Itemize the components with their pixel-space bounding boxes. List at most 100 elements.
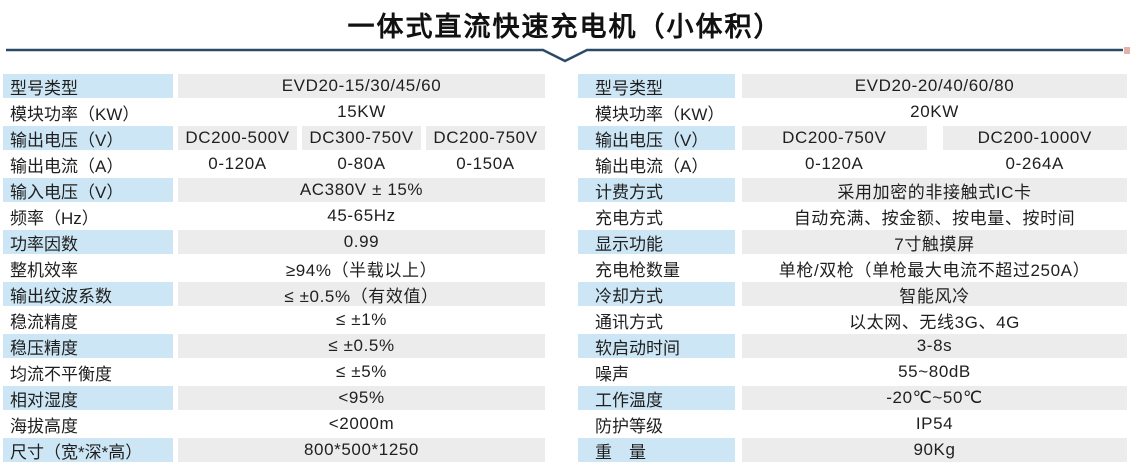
- spec-label: 海拔高度: [10, 416, 78, 436]
- spec-value: AC380V ± 15%: [178, 178, 545, 202]
- table-row: 输出电流（A） 0-120A 0-80A 0-150A: [3, 152, 545, 176]
- table-row: 冷却方式 智能风冷: [578, 282, 1127, 306]
- table-row: 输出电压（V） DC200-750V DC200-1000V: [578, 126, 1127, 150]
- table-row: 输入电压（V） AC380V ± 15%: [3, 178, 545, 202]
- table-row: 模块功率（KW） 20KW: [578, 100, 1127, 124]
- spec-label: 输出电流（A）: [595, 156, 709, 176]
- spec-value: 45-65Hz: [327, 206, 396, 225]
- table-row: 海拔高度 <2000m: [3, 412, 545, 436]
- spec-label: 输入电压（V）: [3, 178, 173, 202]
- spec-value: -20℃~50℃: [742, 386, 1127, 410]
- spec-label: 整机效率: [10, 260, 78, 280]
- spec-label: 输出电流（A）: [10, 156, 124, 176]
- spec-value: 0-80A: [337, 154, 386, 173]
- table-row: 频率（Hz） 45-65Hz: [3, 204, 545, 228]
- spec-value: 800*500*1250: [178, 438, 545, 462]
- spec-value: 0-120A: [805, 154, 864, 173]
- spec-value: 0-120A: [208, 154, 267, 173]
- table-row: 均流不平衡度 ≤ ±5%: [3, 360, 545, 384]
- left-spec-table: 型号类型 EVD20-15/30/45/60 模块功率（KW） 15KW 输出电…: [3, 74, 545, 464]
- spec-value: ≤ ±1%: [336, 310, 387, 329]
- spec-label: 频率（Hz）: [10, 208, 99, 228]
- table-row: 稳压精度 ≤ ±0.5%: [3, 334, 545, 358]
- spec-label: 均流不平衡度: [10, 364, 112, 384]
- table-row: 型号类型 EVD20-15/30/45/60: [3, 74, 545, 98]
- spec-value: ≤ ±5%: [336, 362, 387, 381]
- title-underline: [6, 47, 1130, 63]
- spec-value: EVD20-15/30/45/60: [178, 74, 545, 98]
- spec-label: 型号类型: [3, 74, 173, 98]
- spec-value: 55~80dB: [898, 362, 971, 381]
- spec-label: 充电枪数量: [595, 260, 680, 280]
- table-row: 相对湿度 <95%: [3, 386, 545, 410]
- spec-label: 冷却方式: [578, 282, 735, 306]
- spec-value: 0-264A: [1005, 154, 1064, 173]
- spec-value: 20KW: [910, 102, 959, 121]
- spec-value: 0-150A: [456, 154, 515, 173]
- spec-value: 以太网、无线3G、4G: [849, 312, 1020, 332]
- page-title: 一体式直流快速充电机（小体积）: [347, 12, 783, 42]
- spec-value: 90Kg: [742, 438, 1127, 462]
- table-row: 显示功能 7寸触摸屏: [578, 230, 1127, 254]
- spec-value: ≤ ±0.5%: [178, 334, 545, 358]
- table-row: 模块功率（KW） 15KW: [3, 100, 545, 124]
- spec-label: 显示功能: [578, 230, 735, 254]
- table-row: 充电枪数量 单枪/双枪（单枪最大电流不超过250A）: [578, 256, 1127, 280]
- table-row: 工作温度 -20℃~50℃: [578, 386, 1127, 410]
- spec-value: ≥94%（半载以上）: [285, 260, 438, 280]
- table-row: 计费方式 采用加密的非接触式IC卡: [578, 178, 1127, 202]
- table-row: 整机效率 ≥94%（半载以上）: [3, 256, 545, 280]
- spec-label: 工作温度: [578, 386, 735, 410]
- spec-label: 防护等级: [595, 416, 663, 436]
- spec-value: EVD20-20/40/60/80: [742, 74, 1127, 98]
- spec-label: 相对湿度: [3, 386, 173, 410]
- spec-value: 15KW: [337, 102, 386, 121]
- table-row: 输出电压（V） DC200-500V DC300-750V DC200-750V: [3, 126, 545, 150]
- spec-value: <95%: [178, 386, 545, 410]
- table-row: 软启动时间 3-8s: [578, 334, 1127, 358]
- table-row: 防护等级 IP54: [578, 412, 1127, 436]
- table-row: 输出电流（A） 0-120A 0-264A: [578, 152, 1127, 176]
- table-row: 稳流精度 ≤ ±1%: [3, 308, 545, 332]
- spec-label: 模块功率（KW）: [10, 104, 140, 124]
- table-row: 通讯方式 以太网、无线3G、4G: [578, 308, 1127, 332]
- spec-label: 尺寸（宽*深*高）: [3, 438, 173, 462]
- spec-value: 智能风冷: [742, 282, 1127, 306]
- spec-label: 充电方式: [595, 208, 663, 228]
- table-row: 功率因数 0.99: [3, 230, 545, 254]
- spec-label: 输出电压（V）: [3, 126, 173, 150]
- underline-notch-line: [6, 48, 1123, 63]
- spec-value: DC200-750V: [426, 126, 545, 150]
- spec-value: <2000m: [328, 414, 395, 433]
- spec-label: 功率因数: [3, 230, 173, 254]
- table-row: 充电方式 自动充满、按金额、按电量、按时间: [578, 204, 1127, 228]
- spec-value: DC200-750V: [742, 126, 927, 150]
- spec-label: 重 量: [578, 438, 735, 462]
- spec-label: 通讯方式: [595, 312, 663, 332]
- spec-label: 稳压精度: [3, 334, 173, 358]
- spec-label: 型号类型: [578, 74, 735, 98]
- spec-value: 7寸触摸屏: [742, 230, 1127, 254]
- spec-label: 输出纹波系数: [3, 282, 173, 306]
- table-row: 尺寸（宽*深*高） 800*500*1250: [3, 438, 545, 462]
- spec-label: 输出电压（V）: [578, 126, 735, 150]
- table-row: 噪声 55~80dB: [578, 360, 1127, 384]
- spec-value: ≤ ±0.5%（有效值）: [178, 282, 545, 306]
- spec-value: 单枪/双枪（单枪最大电流不超过250A）: [778, 260, 1091, 280]
- spec-value: DC300-750V: [302, 126, 421, 150]
- spec-value: IP54: [915, 414, 954, 433]
- spec-value: 3-8s: [742, 334, 1127, 358]
- spec-value: 采用加密的非接触式IC卡: [742, 178, 1127, 202]
- table-row: 输出纹波系数 ≤ ±0.5%（有效值）: [3, 282, 545, 306]
- spec-label: 模块功率（KW）: [595, 104, 725, 124]
- page-corner-accent: [1124, 47, 1130, 54]
- table-row: 重 量 90Kg: [578, 438, 1127, 462]
- spec-value: 自动充满、按金额、按电量、按时间: [793, 208, 1076, 228]
- spec-label: 稳流精度: [10, 312, 78, 332]
- spec-value: 0.99: [178, 230, 545, 254]
- spec-value: DC200-500V: [178, 126, 297, 150]
- spec-label: 软启动时间: [578, 334, 735, 358]
- spec-label: 计费方式: [578, 178, 735, 202]
- spec-label: 噪声: [595, 364, 629, 384]
